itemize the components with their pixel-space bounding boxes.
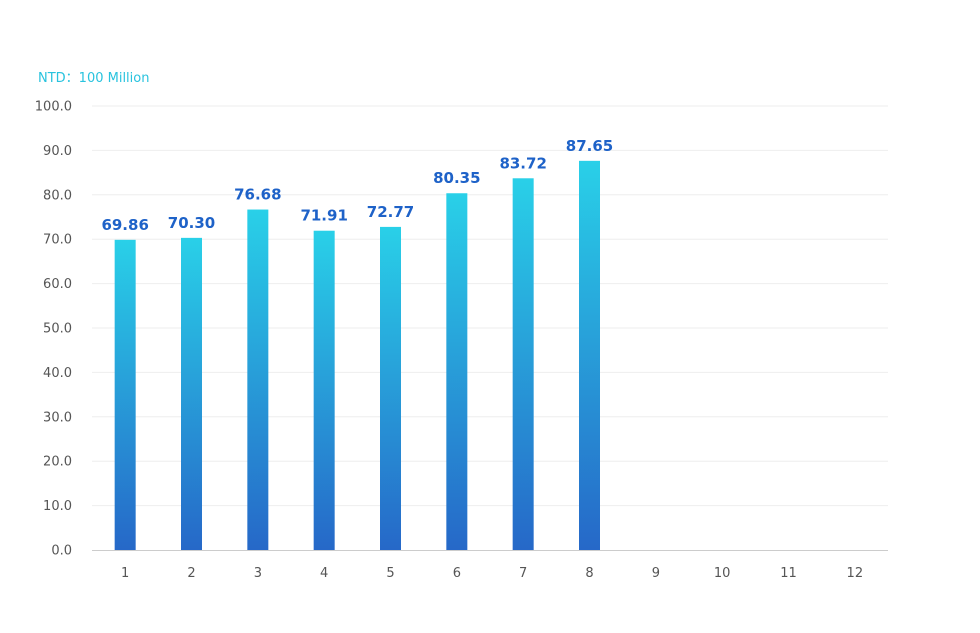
bar-value-label: 83.72 xyxy=(499,154,546,172)
x-tick-label: 10 xyxy=(714,566,731,581)
y-tick-label: 90.0 xyxy=(43,144,72,159)
x-tick-label: 9 xyxy=(652,566,660,581)
x-tick-label: 11 xyxy=(780,566,797,581)
x-tick-label: 7 xyxy=(519,566,527,581)
bar xyxy=(181,237,202,551)
y-tick-label: 70.0 xyxy=(43,233,72,248)
y-tick-label: 30.0 xyxy=(43,410,72,425)
bar-value-label: 72.77 xyxy=(367,203,414,221)
value-labels: 69.86 70.30 76.68 71.91 72.77 80.35 83.72 87.65 xyxy=(101,137,613,234)
x-tick-label: 12 xyxy=(847,566,864,581)
bar-value-label: 71.91 xyxy=(300,207,347,225)
y-tick-label: 50.0 xyxy=(43,322,72,337)
x-tick-label: 5 xyxy=(386,566,394,581)
x-tick-label: 1 xyxy=(121,566,129,581)
y-tick-label: 60.0 xyxy=(43,277,72,292)
y-tick-label: 40.0 xyxy=(43,366,72,381)
bar-value-label: 69.86 xyxy=(101,216,148,234)
y-tick-label: 100.0 xyxy=(35,100,72,115)
bar xyxy=(579,160,600,551)
axes: 0.0 10.0 20.0 30.0 40.0 50.0 60.0 70.0 80.0 90.0 1… xyxy=(35,100,888,581)
bar-value-label: 80.35 xyxy=(433,169,480,187)
bar-value-label: 70.30 xyxy=(168,214,215,232)
y-tick-label: 10.0 xyxy=(43,499,72,514)
x-tick-label: 6 xyxy=(453,566,461,581)
y-tick-label: 20.0 xyxy=(43,455,72,470)
y-tick-label: 80.0 xyxy=(43,188,72,203)
bar xyxy=(247,209,269,550)
bar xyxy=(380,226,401,551)
unit-label: NTD：100 Million xyxy=(38,71,150,86)
x-tick-label: 3 xyxy=(254,566,262,581)
bar xyxy=(446,193,468,550)
bar-value-label: 76.68 xyxy=(234,186,281,204)
x-tick-label: 4 xyxy=(320,566,328,581)
bar xyxy=(313,230,335,550)
y-tick-label: 0.0 xyxy=(51,544,72,559)
bar xyxy=(114,239,136,550)
bars xyxy=(114,160,600,551)
x-tick-label: 8 xyxy=(585,566,593,581)
bar xyxy=(512,178,534,550)
x-tick-label: 2 xyxy=(187,566,195,581)
grid-lines xyxy=(92,105,888,507)
bar-value-label: 87.65 xyxy=(566,137,613,155)
